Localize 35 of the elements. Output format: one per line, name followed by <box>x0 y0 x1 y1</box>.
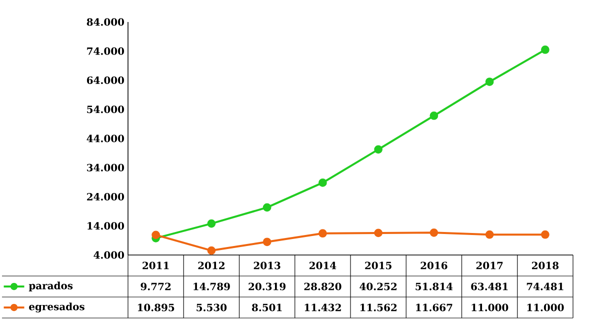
data-label: 11.432 <box>304 304 341 312</box>
y-tick-label: 84.000 <box>86 18 124 26</box>
legend-label: egresados <box>29 302 84 312</box>
data-label: 28.820 <box>304 282 342 290</box>
data-label: 9.772 <box>140 282 171 290</box>
x-tick-label: 2015 <box>365 262 392 270</box>
x-tick-label: 2011 <box>142 262 169 270</box>
x-tick-label: 2017 <box>476 262 503 270</box>
y-tick-label: 4.000 <box>94 251 124 259</box>
data-label: 11.562 <box>360 304 396 312</box>
x-tick-label: 2016 <box>420 262 448 270</box>
data-label: 5.530 <box>196 304 227 312</box>
y-tick-label: 54.000 <box>87 106 124 114</box>
y-tick-label: 24.000 <box>87 192 124 201</box>
data-label: 51.814 <box>416 282 453 290</box>
y-tick-label: 14.000 <box>88 222 124 230</box>
data-label: 20.319 <box>248 282 286 290</box>
data-label: 11.000 <box>527 304 564 312</box>
data-label: 74.481 <box>526 282 564 290</box>
y-tick-label: 74.000 <box>87 47 124 55</box>
y-tick-label: 34.000 <box>87 164 124 172</box>
data-label: 14.789 <box>194 282 230 290</box>
data-label: 11.667 <box>416 304 452 312</box>
y-tick-label: 44.000 <box>86 134 124 142</box>
y-tick-label: 64.000 <box>86 76 124 84</box>
data-label: 63.481 <box>471 282 508 290</box>
data-label: 10.895 <box>138 304 174 312</box>
x-tick-label: 2013 <box>254 262 280 270</box>
data-label: 40.252 <box>360 282 396 290</box>
data-label: 11.000 <box>472 304 508 312</box>
data-label: 8.501 <box>252 304 282 312</box>
x-tick-label: 2014 <box>309 262 336 270</box>
legend-label: parados <box>28 282 73 292</box>
x-tick-label: 2012 <box>198 262 224 270</box>
x-tick-label: 2018 <box>532 262 559 270</box>
